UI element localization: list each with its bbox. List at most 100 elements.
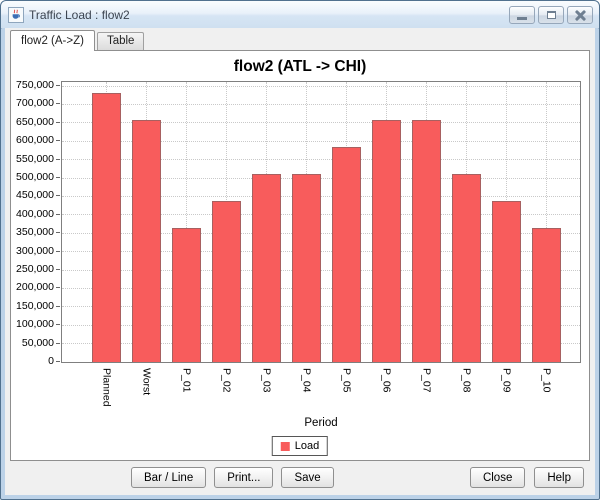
print-button[interactable]: Print...	[214, 467, 274, 488]
x-tick-label: P_09	[500, 368, 513, 393]
x-tick-label: Planned	[100, 368, 113, 407]
y-gridline	[62, 159, 580, 161]
y-tick-mark	[56, 324, 60, 326]
left-button-group: Bar / Line Print... Save	[131, 467, 334, 488]
y-gridline	[62, 122, 580, 124]
y-tick-mark	[56, 195, 60, 197]
y-tick-mark	[56, 158, 60, 160]
y-gridline	[62, 251, 580, 253]
x-tick-label: Worst	[140, 368, 153, 396]
y-tick-label: 50,000	[21, 336, 54, 349]
maximize-icon	[546, 11, 556, 19]
y-gridline	[62, 103, 580, 105]
tab-table[interactable]: Table	[96, 32, 145, 50]
bar-P_05[interactable]	[332, 147, 361, 362]
x-tick-label: P_10	[540, 368, 553, 393]
y-gridline	[62, 269, 580, 271]
y-tick-label: 150,000	[16, 299, 54, 312]
button-bar: Bar / Line Print... Save Close Help	[5, 460, 595, 495]
y-gridline	[62, 85, 580, 87]
y-tick-label: 550,000	[16, 152, 54, 165]
x-tick-label: P_03	[260, 368, 273, 393]
y-tick-mark	[56, 342, 60, 344]
close-button[interactable]	[567, 6, 593, 24]
y-tick-mark	[56, 177, 60, 178]
x-gridline	[186, 82, 187, 362]
bar-P_01[interactable]	[172, 227, 201, 362]
y-gridline	[62, 177, 580, 179]
right-button-group: Close Help	[469, 467, 584, 488]
bar-Worst[interactable]	[132, 120, 161, 362]
y-tick-mark	[56, 103, 60, 105]
chart-panel[interactable]: flow2 (ATL -> CHI) Period Load 0 50,000 10…	[10, 50, 590, 461]
y-tick-mark	[56, 85, 60, 86]
save-button[interactable]: Save	[281, 467, 334, 488]
y-gridline	[62, 195, 580, 197]
y-tick-label: 0	[48, 355, 54, 367]
legend-swatch-load	[280, 441, 290, 451]
bar-P_09[interactable]	[492, 200, 521, 362]
y-tick-mark	[56, 140, 60, 142]
minimize-button[interactable]	[509, 6, 535, 24]
legend: Load	[271, 436, 329, 456]
y-gridline	[62, 306, 580, 308]
y-tick-label: 700,000	[16, 97, 54, 110]
close-icon	[575, 10, 586, 21]
x-tick-label: P_08	[460, 368, 473, 393]
y-tick-label: 350,000	[16, 226, 54, 239]
window-controls	[509, 6, 593, 24]
y-tick-mark	[56, 121, 60, 123]
y-gridline	[62, 324, 580, 326]
y-tick-label: 250,000	[16, 263, 54, 275]
tab-flow2-az[interactable]: flow2 (A->Z)	[10, 30, 95, 51]
bar-line-button[interactable]: Bar / Line	[131, 467, 207, 488]
y-tick-label: 750,000	[16, 79, 54, 91]
y-tick-mark	[56, 305, 60, 307]
java-coffee-cup-icon	[8, 6, 24, 23]
y-tick-mark	[56, 287, 60, 289]
bar-P_04[interactable]	[292, 173, 321, 362]
y-gridline	[62, 140, 580, 142]
y-gridline	[62, 287, 580, 289]
x-tick-label: P_02	[220, 368, 233, 393]
x-tick-label: P_06	[380, 368, 393, 393]
window-title: Traffic Load : flow2	[29, 7, 130, 22]
y-tick-mark	[56, 361, 60, 362]
x-tick-label: P_05	[340, 368, 353, 393]
y-tick-label: 200,000	[16, 281, 54, 294]
y-tick-mark	[56, 269, 60, 270]
y-gridline	[62, 232, 580, 234]
bar-P_08[interactable]	[452, 173, 481, 362]
legend-label-load: Load	[294, 440, 320, 452]
bar-P_10[interactable]	[532, 227, 561, 362]
dialog-body: flow2 (A->Z) Table flow2 (ATL -> CHI) Pe…	[2, 28, 598, 498]
y-tick-mark	[56, 250, 60, 252]
bar-P_07[interactable]	[412, 120, 441, 362]
help-button[interactable]: Help	[534, 467, 584, 488]
y-tick-label: 450,000	[16, 189, 54, 202]
x-tick-label: P_07	[420, 368, 433, 393]
bar-P_03[interactable]	[252, 173, 281, 362]
maximize-button[interactable]	[538, 6, 564, 24]
plot-area	[61, 81, 581, 363]
bar-P_06[interactable]	[372, 120, 401, 362]
y-gridline	[62, 343, 580, 345]
y-tick-label: 650,000	[16, 115, 54, 128]
x-axis-title: Period	[304, 417, 338, 429]
y-tick-mark	[56, 213, 60, 215]
y-tick-label: 500,000	[16, 171, 54, 183]
bar-Planned[interactable]	[92, 93, 121, 362]
chart-title: flow2 (ATL -> CHI)	[233, 58, 367, 75]
y-tick-label: 100,000	[16, 318, 54, 331]
y-tick-label: 600,000	[16, 134, 54, 147]
x-tick-label: P_04	[300, 368, 313, 393]
y-tick-label: 400,000	[16, 207, 54, 220]
y-gridline	[62, 214, 580, 216]
close-dialog-button[interactable]: Close	[469, 467, 526, 488]
bar-P_02[interactable]	[212, 200, 241, 362]
tab-bar: flow2 (A->Z) Table	[5, 28, 595, 51]
minimize-icon	[517, 16, 527, 20]
titlebar[interactable]: Traffic Load : flow2	[1, 1, 599, 29]
x-gridline	[546, 82, 547, 362]
